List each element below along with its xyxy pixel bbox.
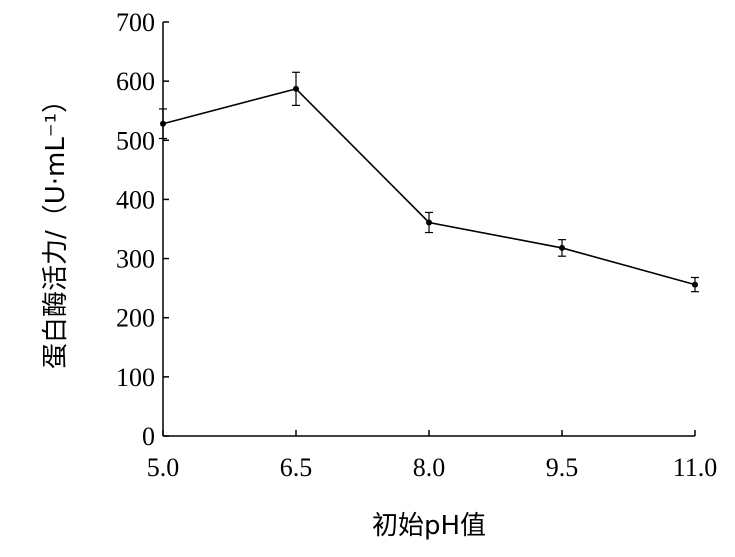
- y-tick-label: 0: [142, 422, 155, 451]
- series-line: [162, 87, 696, 286]
- data-point: [293, 85, 299, 92]
- data-point: [559, 244, 565, 251]
- y-tick-label: 200: [116, 304, 155, 333]
- series-group: [159, 71, 699, 293]
- data-point: [160, 120, 166, 127]
- x-tick-label: 11.0: [673, 453, 718, 482]
- data-point: [692, 281, 698, 288]
- data-point: [426, 219, 432, 226]
- x-tick-label: 8.0: [413, 453, 446, 482]
- x-tick-label: 5.0: [147, 453, 180, 482]
- y-axis-title: 蛋白酶活力/（U·mL⁻¹）: [41, 87, 71, 369]
- x-ticks: 5.0 6.5 8.0 9.5 11.0: [147, 430, 718, 482]
- x-tick-label: 9.5: [546, 453, 579, 482]
- y-tick-label: 700: [116, 8, 155, 37]
- y-tick-label: 500: [116, 126, 155, 155]
- y-tick-label: 600: [116, 67, 155, 96]
- y-ticks: 0 100 200 300 400 500 600 700: [116, 8, 169, 451]
- x-axis-title: 初始pH值: [372, 511, 486, 541]
- y-tick-label: 300: [116, 245, 155, 274]
- y-tick-label: 100: [116, 363, 155, 392]
- y-tick-label: 400: [116, 185, 155, 214]
- x-tick-label: 6.5: [280, 453, 313, 482]
